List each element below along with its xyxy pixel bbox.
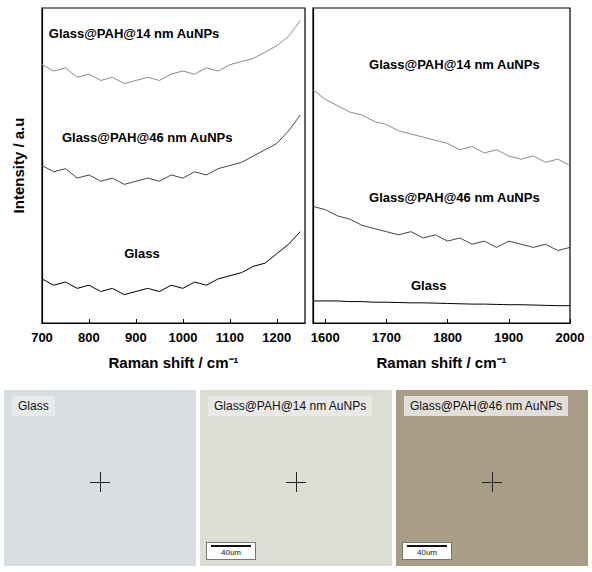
svg-text:700: 700 — [31, 330, 53, 345]
svg-text:1000: 1000 — [168, 330, 197, 345]
svg-text:Raman shift / cm⁻¹: Raman shift / cm⁻¹ — [376, 354, 506, 371]
svg-text:Glass: Glass — [411, 278, 446, 293]
svg-text:Glass@PAH@14 nm AuNPs: Glass@PAH@14 nm AuNPs — [49, 26, 220, 41]
svg-text:Intensity / a.u: Intensity / a.u — [10, 118, 27, 214]
svg-text:1700: 1700 — [372, 330, 401, 345]
svg-text:900: 900 — [125, 330, 147, 345]
svg-text:1800: 1800 — [433, 330, 462, 345]
html-text:40um: 40um — [417, 548, 437, 557]
svg-text:Raman shift / cm⁻¹: Raman shift / cm⁻¹ — [108, 354, 238, 371]
html-text:40um: 40um — [221, 548, 241, 557]
svg-text:Glass@PAH@46 nm AuNPs: Glass@PAH@46 nm AuNPs — [62, 130, 233, 145]
svg-text:Glass@PAH@14 nm AuNPs: Glass@PAH@14 nm AuNPs — [369, 57, 540, 72]
html-text:Glass@PAH@46 nm AuNPs: Glass@PAH@46 nm AuNPs — [410, 399, 563, 413]
svg-text:2000: 2000 — [556, 330, 585, 345]
svg-text:1100: 1100 — [216, 330, 244, 345]
html-text:Glass: Glass — [18, 399, 49, 413]
svg-text:1200: 1200 — [262, 330, 291, 345]
svg-text:Glass@PAH@46 nm AuNPs: Glass@PAH@46 nm AuNPs — [369, 190, 540, 205]
html-text:Glass@PAH@14 nm AuNPs: Glass@PAH@14 nm AuNPs — [214, 399, 367, 413]
svg-text:1600: 1600 — [311, 330, 340, 345]
svg-text:Glass: Glass — [124, 246, 159, 261]
svg-text:800: 800 — [78, 330, 100, 345]
svg-text:1900: 1900 — [494, 330, 523, 345]
